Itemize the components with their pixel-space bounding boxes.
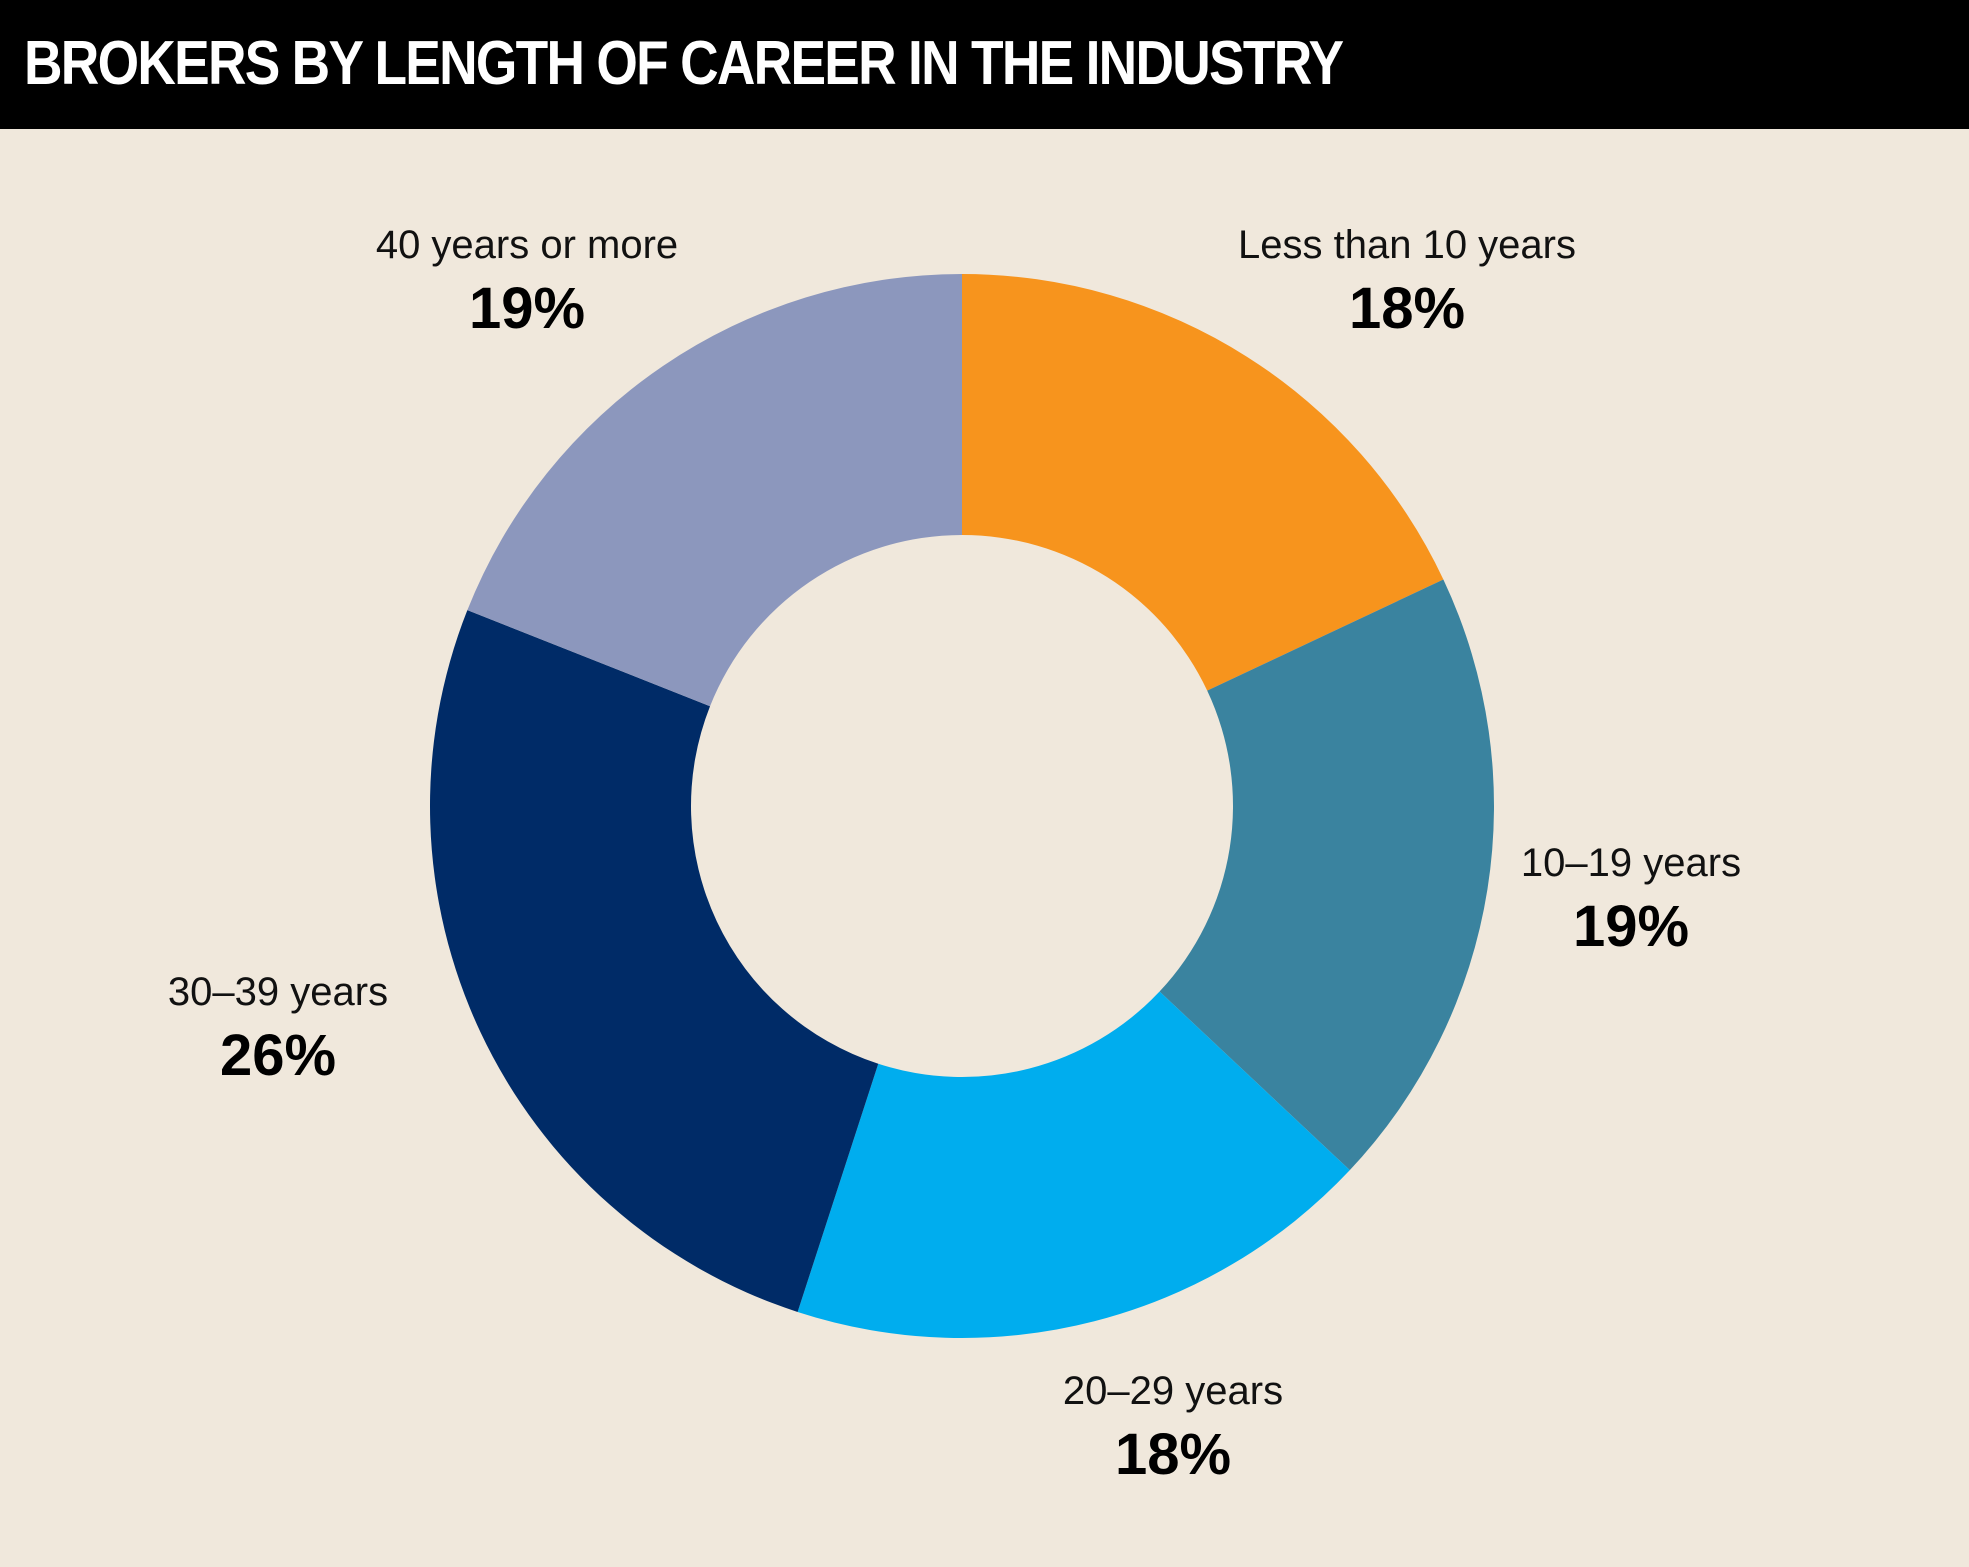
slice-value-1: 19%	[1573, 894, 1689, 959]
slice-value-4: 19%	[469, 276, 585, 341]
donut-slice-3	[430, 610, 879, 1312]
slice-label-2: 20–29 years	[1063, 1369, 1283, 1413]
slice-labels: Less than 10 years 18% 10–19 years 19% 20–29…	[168, 223, 1741, 1487]
donut-slice-1	[1159, 579, 1495, 1171]
slice-label-1: 10–19 years	[1521, 841, 1741, 885]
slice-label-3: 30–39 years	[168, 970, 388, 1014]
chart-title: BROKERS BY LENGTH OF CAREER IN THE INDUS…	[24, 29, 1344, 98]
slice-label-0: Less than 10 years	[1238, 223, 1576, 267]
donut-slice-4	[467, 274, 962, 707]
slice-value-3: 26%	[220, 1023, 336, 1088]
donut-slice-0	[962, 274, 1444, 691]
donut-slices	[430, 274, 1495, 1338]
slice-value-2: 18%	[1115, 1422, 1231, 1487]
donut-slice-2	[797, 991, 1350, 1338]
slice-value-0: 18%	[1349, 276, 1465, 341]
slice-label-4: 40 years or more	[376, 223, 678, 267]
title-bar: BROKERS BY LENGTH OF CAREER IN THE INDUS…	[0, 0, 1969, 129]
